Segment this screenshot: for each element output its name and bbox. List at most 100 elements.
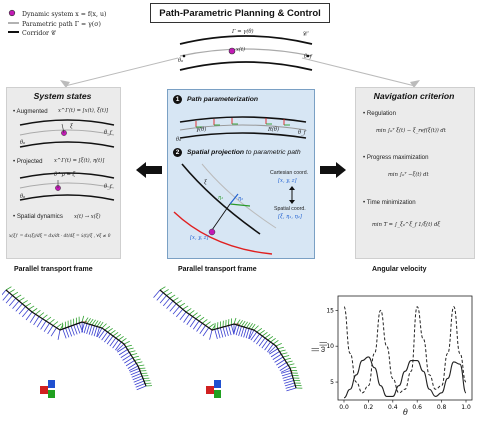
frame-binormal-vector — [123, 340, 130, 345]
frame-normal-vector — [5, 295, 13, 304]
frame-normal-vector — [219, 327, 224, 338]
frame-normal-vector — [118, 349, 128, 356]
cartesian-label: Cartesian coord. — [270, 170, 309, 176]
parametric-path-line-icon — [8, 20, 22, 29]
frame-normal-vector — [253, 333, 260, 343]
frame-normal-vector — [81, 322, 85, 333]
frame-binormal-vector — [277, 346, 284, 350]
frame-normal-vector — [132, 375, 143, 381]
frame-normal-vector — [268, 345, 277, 354]
frame-normal-vector — [279, 364, 289, 371]
frame-binormal-vector — [241, 320, 246, 327]
frame-normal-vector — [162, 297, 171, 307]
frame-binormal-vector — [267, 335, 274, 341]
frame-normal-vector — [21, 308, 30, 318]
frame-binormal-vector — [289, 366, 297, 369]
frame-normal-vector — [96, 327, 100, 337]
frame-normal-vector — [276, 359, 285, 366]
frame-binormal-vector — [134, 358, 141, 361]
top-x-label: x(t) — [236, 47, 246, 53]
frame-normal-vector — [199, 325, 206, 334]
spatial-dynamics-label: • Spatial dynamics — [13, 213, 63, 220]
projected-label: • Projected — [13, 158, 43, 165]
right-arrow-icon — [320, 162, 346, 178]
dynamic-system-marker-icon — [8, 9, 22, 20]
top-corridor-diagram — [179, 35, 313, 71]
frame-normal-vector — [47, 325, 54, 335]
frame-normal-vector — [153, 289, 161, 298]
frame-binormal-vector — [115, 333, 122, 339]
progress-eq: min ∫₀ᵀ −ξ(t) dt — [388, 172, 429, 178]
frame-binormal-vector — [172, 297, 179, 302]
frame-normal-vector — [214, 329, 218, 340]
frame-normal-vector — [274, 356, 284, 363]
frame-normal-vector — [98, 329, 106, 339]
frame-normal-vector — [117, 346, 126, 353]
frame-normal-vector — [281, 372, 292, 377]
frame-normal-vector — [62, 328, 67, 339]
frame-normal-vector — [128, 365, 139, 371]
caption-left: Parallel transport frame — [14, 266, 93, 273]
augmented-xi: ξ — [70, 124, 73, 130]
frame-binormal-vector — [243, 321, 248, 328]
frame-normal-vector — [248, 329, 252, 339]
frame-normal-vector — [222, 326, 227, 337]
frame-normal-vector — [280, 367, 291, 373]
point-label: [x, y, z] — [190, 235, 209, 241]
frame-binormal-vector — [130, 353, 138, 356]
augmented-thetaf: θ_f — [104, 130, 112, 136]
chart-xlabel: θ — [403, 408, 408, 417]
eta2-label: η₂ — [238, 196, 244, 202]
frame-binormal-vector — [91, 319, 96, 326]
frame-binormal-vector — [182, 305, 189, 310]
frame-binormal-vector — [198, 316, 205, 322]
frame-binormal-vector — [176, 300, 182, 305]
frame-normal-vector — [18, 306, 26, 315]
frame-binormal-vector — [288, 363, 295, 366]
legend-dynamic-system: Dynamic system x = f(x, u) — [22, 11, 107, 18]
frame-normal-vector — [2, 289, 7, 296]
frame-binormal-vector — [38, 312, 45, 317]
frame-normal-vector — [57, 329, 61, 340]
frame-normal-vector — [202, 327, 210, 337]
frame-normal-vector — [284, 382, 295, 387]
frame-normal-vector — [233, 324, 237, 335]
frame-binormal-vector — [125, 344, 132, 348]
frame-binormal-vector — [31, 308, 38, 313]
frame-normal-vector — [106, 335, 114, 345]
frame-normal-vector — [116, 343, 125, 352]
frame-normal-vector — [258, 337, 266, 347]
frame-normal-vector — [196, 323, 203, 332]
frame-normal-vector — [166, 300, 174, 309]
frame-normal-vector — [186, 316, 193, 325]
frame-binormal-vector — [233, 317, 237, 325]
frame-binormal-vector — [49, 318, 55, 324]
frame-binormal-vector — [28, 305, 35, 310]
time-min-eq: min T = ∫_ξ₀^ξ_f 1/ξ̇(t) dξ — [372, 222, 441, 228]
chart-ylabel: ||ω|| — [311, 341, 327, 352]
frame-binormal-vector — [104, 325, 111, 331]
frame-normal-vector — [12, 300, 20, 309]
frame-normal-vector — [112, 339, 119, 349]
frame-normal-vector — [93, 326, 98, 337]
axis-triad-icon — [40, 380, 55, 398]
series-solid-line — [343, 356, 467, 399]
frame-binormal-vector — [163, 289, 169, 294]
frame-normal-vector — [285, 385, 296, 389]
frame-binormal-vector — [195, 314, 202, 320]
frame-binormal-vector — [159, 286, 166, 291]
frame-plot-left — [2, 286, 152, 398]
augmented-eq: x^Γ(t) = [x(t), ξ(t)] — [58, 108, 109, 114]
frame-binormal-vector — [81, 315, 85, 323]
path-parameterization-diagram — [179, 116, 307, 139]
frame-binormal-vector — [5, 286, 12, 291]
frame-normal-vector — [129, 368, 140, 373]
frame-normal-vector — [189, 318, 197, 328]
time-min-label: • Time minimization — [363, 199, 416, 206]
frame-normal-vector — [15, 303, 23, 312]
frame-binormal-vector — [185, 308, 192, 313]
frame-binormal-vector — [273, 339, 279, 345]
frame-binormal-vector — [127, 347, 134, 350]
spatial-coord-label: Spatial coord. — [274, 206, 306, 212]
frame-normal-vector — [25, 311, 33, 321]
